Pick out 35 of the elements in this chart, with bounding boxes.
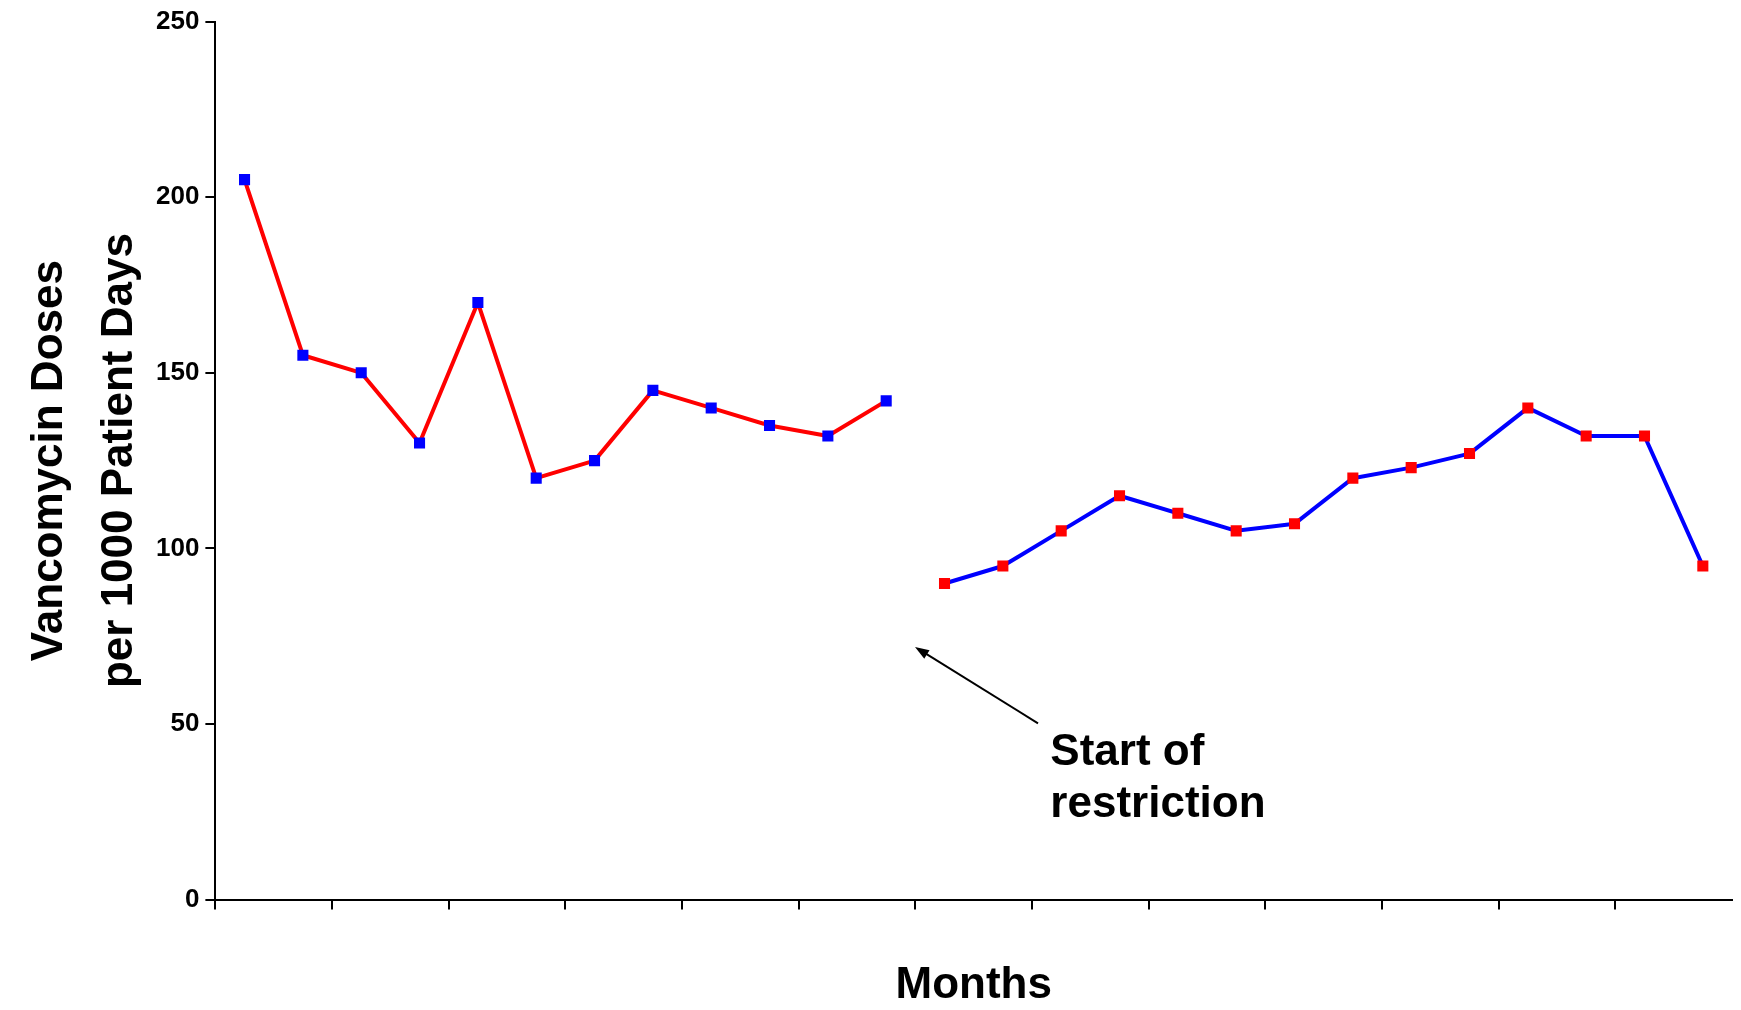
point (472, 297, 484, 309)
point (1230, 525, 1242, 537)
point (239, 174, 251, 186)
point (822, 430, 834, 442)
y-tick-label: 100 (155, 531, 200, 562)
point (589, 455, 601, 467)
point (880, 395, 892, 407)
point (1288, 518, 1301, 530)
point (1697, 560, 1709, 572)
point (763, 419, 776, 432)
y-tick-label: 50 (170, 707, 200, 738)
y-axis-title: Vancomycin Doses per 1000 Patient Days (22, 233, 142, 689)
point (530, 472, 542, 484)
point (1463, 448, 1476, 460)
annotation: Start of restriction (1050, 725, 1266, 827)
y-tick-label: 200 (155, 180, 200, 211)
point (705, 402, 717, 414)
point (355, 367, 367, 379)
point (647, 384, 659, 396)
point (1580, 430, 1592, 442)
point (1113, 490, 1126, 502)
point (997, 560, 1009, 572)
point (1055, 525, 1067, 537)
point (1405, 462, 1417, 474)
x-axis-title: Months (895, 958, 1052, 1008)
point (1638, 430, 1651, 442)
point (1347, 472, 1359, 484)
y-tick-label: 250 (155, 4, 200, 35)
point (297, 349, 309, 361)
point (938, 577, 951, 590)
point (1522, 402, 1534, 414)
point (1172, 507, 1184, 519)
point (414, 437, 426, 449)
y-tick-label: 0 (184, 882, 200, 913)
y-tick-label: 150 (155, 355, 200, 386)
